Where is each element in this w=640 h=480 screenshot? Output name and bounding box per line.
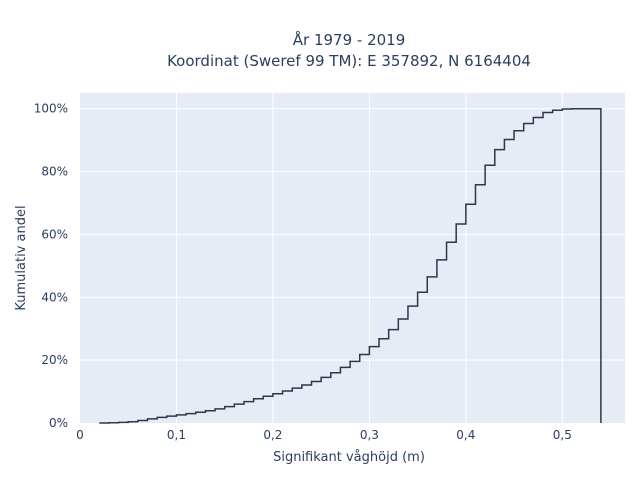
y-tick-label: 60% xyxy=(41,227,68,241)
y-tick-label: 100% xyxy=(34,102,68,116)
chart-title-line1: År 1979 - 2019 xyxy=(293,30,406,49)
x-tick-label: 0,2 xyxy=(263,428,282,442)
y-tick-label: 40% xyxy=(41,290,68,304)
gridlines xyxy=(80,93,625,423)
y-tick-labels: 0% 20% 40% 60% 80% 100% xyxy=(34,102,68,430)
y-tick-label: 20% xyxy=(41,353,68,367)
y-axis-label: Kumulativ andel xyxy=(14,205,29,310)
x-tick-label: 0,4 xyxy=(456,428,475,442)
x-tick-label: 0,3 xyxy=(360,428,379,442)
y-tick-label: 0% xyxy=(49,416,68,430)
x-axis-label: Signifikant våghöjd (m) xyxy=(273,450,425,465)
x-tick-label: 0,5 xyxy=(553,428,572,442)
y-tick-label: 80% xyxy=(41,165,68,179)
x-tick-labels: 0 0,1 0,2 0,3 0,4 0,5 xyxy=(76,428,572,442)
plot-background xyxy=(80,93,625,423)
series xyxy=(99,107,602,424)
cumulative-step-line xyxy=(99,107,602,424)
x-tick-label: 0 xyxy=(76,428,84,442)
x-tick-label: 0,1 xyxy=(167,428,186,442)
chart-title-line2: Koordinat (Sweref 99 TM): E 357892, N 61… xyxy=(167,52,531,70)
